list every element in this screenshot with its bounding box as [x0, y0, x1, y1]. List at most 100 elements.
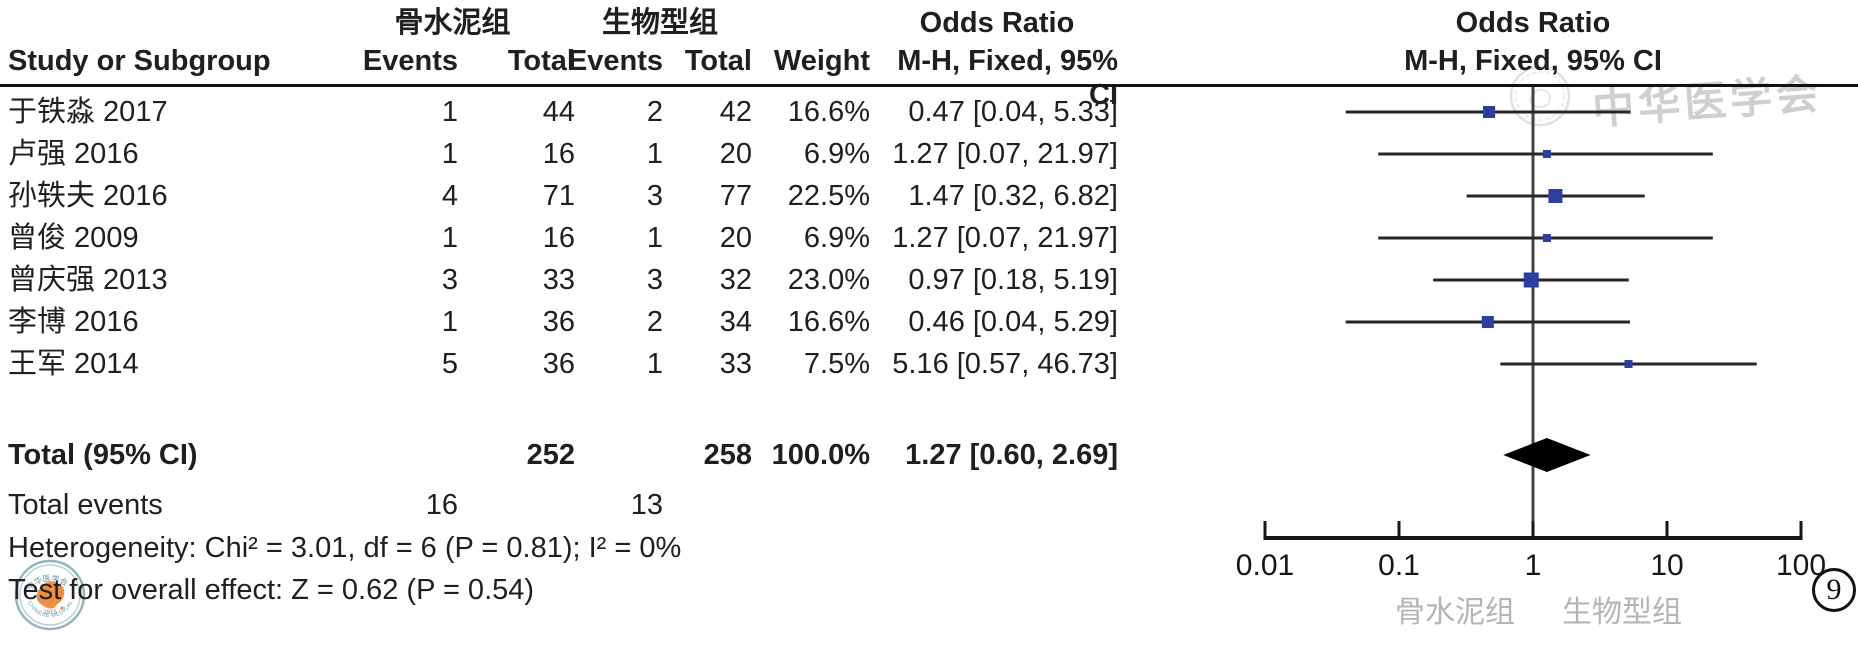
total-cement: 16: [542, 138, 575, 170]
overall-effect-stats: Test for overall effect: Z = 0.62 (P = 0…: [8, 574, 535, 606]
total-biologic: 77: [719, 180, 752, 212]
seal-inner-ring: [19, 564, 81, 626]
total-cement: 36: [542, 306, 575, 338]
seal-inner-ring: [1515, 71, 1565, 121]
or-ci-text: 0.47 [0.04, 5.33]: [908, 96, 1118, 128]
column-group-cement: 骨水泥组: [394, 7, 511, 39]
header-events-cement: Events: [362, 45, 458, 77]
weight-value: 6.9%: [803, 222, 870, 254]
total-n-cement: 252: [526, 439, 575, 471]
weight-value: 23.0%: [787, 264, 870, 296]
events-biologic: 2: [646, 96, 663, 128]
total-cement: 44: [542, 96, 575, 128]
study-name: 于铁淼 2017: [8, 96, 168, 128]
or-square: [1481, 316, 1494, 328]
seal-island-dot: [60, 606, 64, 610]
total-cement: 36: [542, 348, 575, 380]
total-events-biologic: 13: [630, 489, 663, 521]
summary-diamond: [1503, 438, 1591, 472]
or-square: [1548, 189, 1563, 203]
seal-emblem-outline: [1528, 88, 1552, 108]
header-total-biologic: Total: [684, 45, 752, 77]
events-cement: 1: [441, 306, 458, 338]
events-biologic: 2: [646, 306, 663, 338]
total-n-biologic: 258: [703, 439, 752, 471]
header-weight: Weight: [773, 45, 870, 77]
seal-year: 1915: [43, 610, 57, 616]
total-biologic: 33: [719, 348, 752, 380]
or-ci-text: 1.27 [0.07, 21.97]: [892, 222, 1118, 254]
events-cement: 4: [441, 180, 458, 212]
events-biologic: 3: [646, 264, 663, 296]
table-row: 王军 2014 5 36 1 33 7.5% 5.16 [0.57, 46.73…: [0, 347, 1280, 381]
total-label: Total (95% CI): [8, 439, 198, 471]
header-study: Study or Subgroup: [8, 45, 271, 77]
events-biologic: 3: [646, 180, 663, 212]
total-weight: 100.0%: [771, 439, 870, 471]
figure-number: 9: [1826, 573, 1842, 606]
table-row: 曾庆强 2013 3 33 3 32 23.0% 0.97 [0.18, 5.1…: [0, 263, 1280, 297]
study-name: 孙轶夫 2016: [8, 180, 168, 212]
watermark-seal-top-icon: [1509, 65, 1571, 127]
odds-ratio-header-table: Odds Ratio: [919, 7, 1075, 39]
events-cement: 1: [441, 222, 458, 254]
total-events-label: Total events: [8, 489, 163, 521]
total-biologic: 42: [719, 96, 752, 128]
table-header-row: Study or Subgroup Events Total Events To…: [0, 44, 1280, 111]
header-events-biologic: Events: [567, 45, 663, 77]
total-biologic: 34: [719, 306, 752, 338]
or-ci-text: 1.27 [0.07, 21.97]: [892, 138, 1118, 170]
total-or-ci-text: 1.27 [0.60, 2.69]: [905, 439, 1118, 471]
header-mh-fixed-ci: M-H, Fixed, 95% CI: [897, 45, 1118, 111]
weight-value: 16.6%: [787, 96, 870, 128]
events-cement: 3: [441, 264, 458, 296]
header-divider-rule: [0, 84, 1858, 87]
axis-tick-label: 10: [1650, 549, 1683, 582]
total-cement: 71: [542, 180, 575, 212]
or-square: [1542, 234, 1551, 242]
total-events-cement: 16: [425, 489, 458, 521]
events-biologic: 1: [646, 348, 663, 380]
total-cement: 16: [542, 222, 575, 254]
or-square: [1523, 272, 1539, 288]
cma-seal-logo: 中华医学会 CHINESE MEDICAL ASSOCIATION 1915: [13, 558, 86, 631]
total-biologic: 32: [719, 264, 752, 296]
study-name: 卢强 2016: [8, 138, 139, 170]
total-cement: 33: [542, 264, 575, 296]
seal-china-map: [36, 581, 65, 609]
weight-value: 16.6%: [787, 306, 870, 338]
header-total-cement: Total: [507, 45, 575, 77]
axis-tick-label: 0.1: [1378, 549, 1420, 582]
weight-value: 7.5%: [803, 348, 870, 380]
total-biologic: 20: [719, 222, 752, 254]
or-square: [1542, 150, 1551, 158]
events-cement: 5: [441, 348, 458, 380]
odds-ratio-header-plot: Odds Ratio: [1455, 7, 1611, 39]
study-name: 曾俊 2009: [8, 222, 139, 254]
table-row: 孙轶夫 2016 4 71 3 77 22.5% 1.47 [0.32, 6.8…: [0, 179, 1280, 213]
events-cement: 1: [441, 96, 458, 128]
weight-value: 6.9%: [803, 138, 870, 170]
heterogeneity-stats: Heterogeneity: Chi² = 3.01, df = 6 (P = …: [8, 532, 682, 564]
figure-number-badge: 9: [1812, 568, 1856, 612]
axis-right-group-label: 生物型组: [1562, 596, 1682, 629]
axis-tick-label: 1: [1525, 549, 1542, 582]
total-events-row: Total events 16 13: [0, 488, 1280, 522]
or-square: [1624, 360, 1633, 368]
table-row: 卢强 2016 1 16 1 20 6.9% 1.27 [0.07, 21.97…: [0, 137, 1280, 171]
events-biologic: 1: [646, 138, 663, 170]
axis-tick-label: 0.01: [1236, 549, 1294, 582]
or-ci-text: 1.47 [0.32, 6.82]: [908, 180, 1118, 212]
or-ci-text: 0.46 [0.04, 5.29]: [908, 306, 1118, 338]
weight-value: 22.5%: [787, 180, 870, 212]
total-biologic: 20: [719, 138, 752, 170]
events-cement: 1: [441, 138, 458, 170]
column-group-biologic: 生物型组: [601, 7, 718, 39]
or-square: [1483, 106, 1496, 118]
table-row: 曾俊 2009 1 16 1 20 6.9% 1.27 [0.07, 21.97…: [0, 221, 1280, 255]
table-row: 于铁淼 2017 1 44 2 42 16.6% 0.47 [0.04, 5.3…: [0, 95, 1280, 129]
study-name: 曾庆强 2013: [8, 264, 168, 296]
header-mh-fixed-ci-plot: M-H, Fixed, 95% CI: [1404, 45, 1662, 77]
study-name: 王军 2014: [8, 348, 139, 380]
